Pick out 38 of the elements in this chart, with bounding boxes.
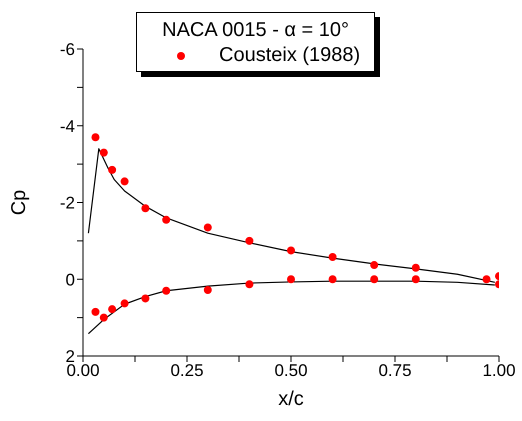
x-tick-label: 0.25 (170, 361, 204, 380)
point (204, 286, 212, 294)
point (141, 294, 150, 302)
legend-title: NACA 0015 - α = 10° (161, 19, 350, 42)
x-tick-label: 1.00 (482, 361, 516, 380)
point (120, 177, 129, 186)
point (482, 275, 491, 284)
point (91, 133, 100, 142)
y-tick-label: -6 (60, 40, 75, 60)
point (370, 261, 378, 270)
point (412, 275, 420, 284)
point (100, 148, 108, 157)
x-tick-label: 0.75 (378, 361, 412, 380)
point (141, 204, 150, 212)
point (204, 223, 212, 232)
point (100, 314, 108, 322)
point (162, 286, 170, 295)
point (120, 299, 129, 308)
legend-label: Cousteix (1988) (219, 44, 360, 67)
x-tick-label: 0.50 (274, 361, 308, 380)
point (245, 236, 254, 245)
y-tick-label: -2 (60, 194, 75, 213)
point (91, 308, 100, 316)
point (287, 246, 295, 254)
point (287, 275, 295, 284)
y-axis-title: Cp (8, 190, 30, 216)
point (412, 264, 420, 272)
point (108, 166, 116, 174)
point (328, 275, 337, 284)
point (370, 275, 378, 284)
x-tick-label: 0.00 (66, 361, 100, 380)
y-tick-label: -4 (60, 116, 75, 136)
y-tick-label: 0 (66, 270, 75, 290)
point (162, 216, 170, 224)
point (328, 252, 337, 261)
point (108, 305, 116, 314)
x-axis-title: x/c (278, 388, 304, 410)
point (245, 280, 254, 288)
